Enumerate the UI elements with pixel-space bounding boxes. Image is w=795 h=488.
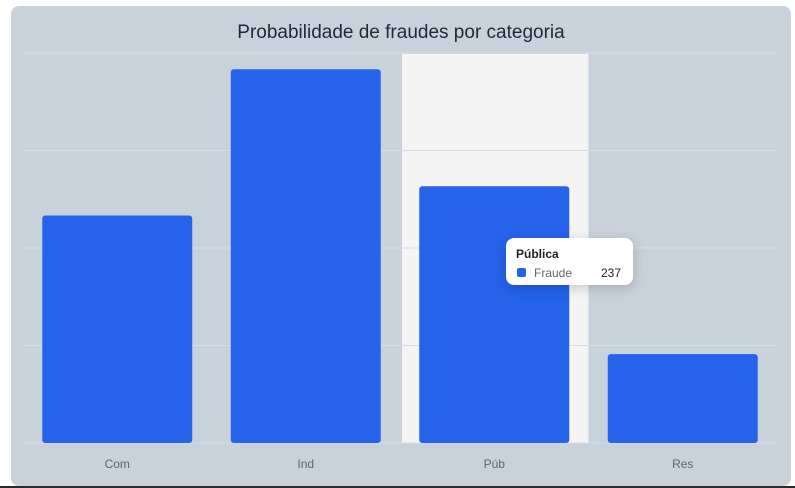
x-tick-label: Ind	[297, 457, 314, 471]
bar-3[interactable]	[607, 354, 758, 443]
bar-2[interactable]	[419, 186, 570, 443]
chart-title: Probabilidade de fraudes por categoria	[237, 22, 565, 43]
x-tick-label: Res	[672, 457, 693, 471]
bar-0[interactable]	[42, 215, 193, 444]
bottom-border	[0, 486, 795, 488]
tooltip-series-swatch	[517, 268, 526, 277]
tooltip-value: 237	[600, 266, 621, 280]
x-tick-label: Com	[105, 457, 130, 471]
tooltip-title: Pública	[516, 247, 559, 261]
bar-1[interactable]	[230, 69, 381, 443]
bar-chart: Com Ind Púb Res	[23, 52, 777, 471]
x-tick-label: Púb	[484, 457, 506, 471]
chart-tooltip: Pública Fraude 237	[506, 238, 633, 285]
chart-card: Probabilidade de fraudes por categoria C…	[11, 6, 791, 486]
tooltip-series-label: Fraude	[534, 266, 573, 280]
